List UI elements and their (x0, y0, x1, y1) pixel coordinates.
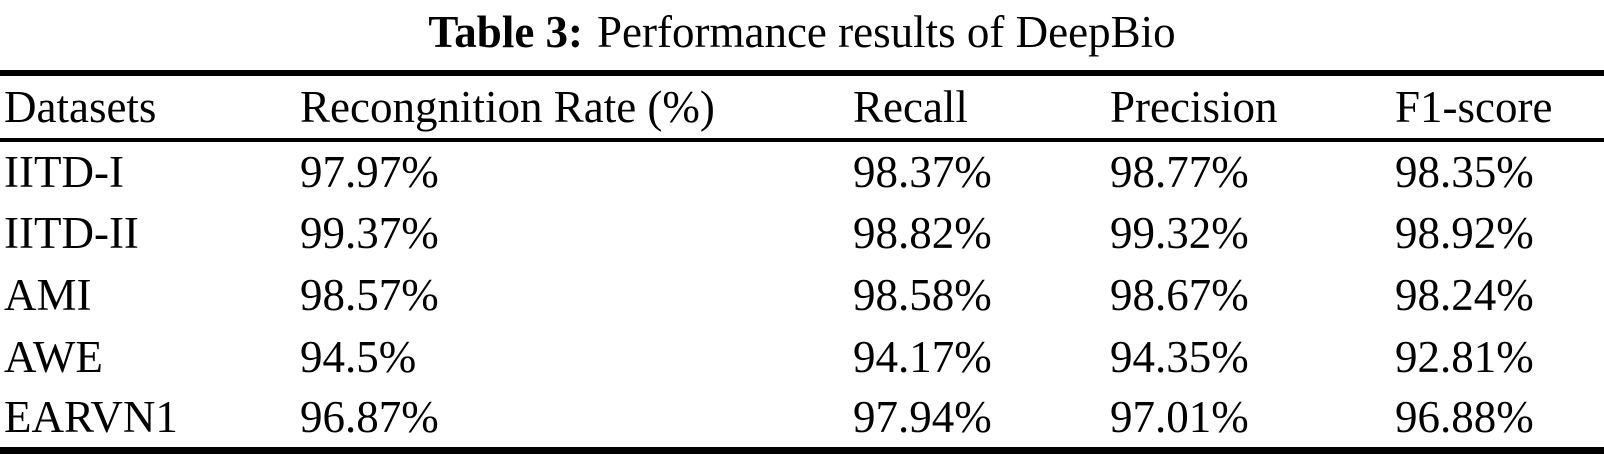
cell-dataset: EARVN1 (4, 392, 178, 443)
table-body: IITD-I 97.97% 98.37% 98.77% 98.35% IITD-… (0, 140, 1604, 450)
cell-recall: 97.94% (853, 392, 992, 443)
table-header: Datasets Recongnition Rate (%) Recall Pr… (0, 73, 1604, 142)
cell-f1-score: 92.81% (1395, 332, 1534, 382)
table-caption-text: Performance results of DeepBio (597, 7, 1176, 57)
column-header-recognition-rate: Recongnition Rate (%) (300, 73, 853, 142)
cell-f1-score: 96.88% (1395, 392, 1534, 443)
cell-recognition-rate: 96.87% (300, 392, 439, 443)
table-row: EARVN1 96.87% 97.94% 97.01% 96.88% (0, 388, 1604, 450)
cell-precision: 98.67% (1110, 270, 1249, 320)
table-row: AMI 98.57% 98.58% 98.67% 98.24% (0, 264, 1604, 326)
table-row: IITD-II 99.37% 98.82% 99.32% 98.92% (0, 202, 1604, 264)
cell-recall: 98.58% (853, 270, 992, 320)
cell-f1-score: 98.35% (1395, 147, 1534, 197)
cell-precision: 99.32% (1110, 208, 1249, 258)
column-header-precision: Precision (1110, 73, 1395, 142)
cell-dataset: IITD-II (4, 208, 139, 258)
cell-recognition-rate: 98.57% (300, 270, 439, 320)
cell-recall: 98.82% (853, 208, 992, 258)
table-caption-label: Table 3: (428, 7, 584, 57)
cell-dataset: AWE (4, 332, 103, 382)
results-table: Datasets Recongnition Rate (%) Recall Pr… (0, 70, 1604, 454)
cell-f1-score: 98.92% (1395, 208, 1534, 258)
table-row: IITD-I 97.97% 98.37% 98.77% 98.35% (0, 140, 1604, 202)
table-row: AWE 94.5% 94.17% 94.35% 92.81% (0, 326, 1604, 388)
column-header-datasets: Datasets (0, 73, 300, 142)
cell-precision: 97.01% (1110, 392, 1249, 443)
cell-f1-score: 98.24% (1395, 270, 1534, 320)
cell-dataset: IITD-I (4, 147, 124, 197)
header-row: Datasets Recongnition Rate (%) Recall Pr… (0, 73, 1604, 142)
cell-recognition-rate: 94.5% (300, 332, 417, 382)
column-header-recall: Recall (853, 73, 1110, 142)
column-header-f1-score: F1-score (1395, 73, 1604, 142)
cell-precision: 94.35% (1110, 332, 1249, 382)
cell-recall: 98.37% (853, 147, 992, 197)
cell-precision: 98.77% (1110, 147, 1249, 197)
cell-dataset: AMI (4, 270, 92, 320)
cell-recognition-rate: 99.37% (300, 208, 439, 258)
table-caption: Table 3: Performance results of DeepBio (0, 0, 1604, 70)
cell-recognition-rate: 97.97% (300, 147, 439, 197)
cell-recall: 94.17% (853, 332, 992, 382)
